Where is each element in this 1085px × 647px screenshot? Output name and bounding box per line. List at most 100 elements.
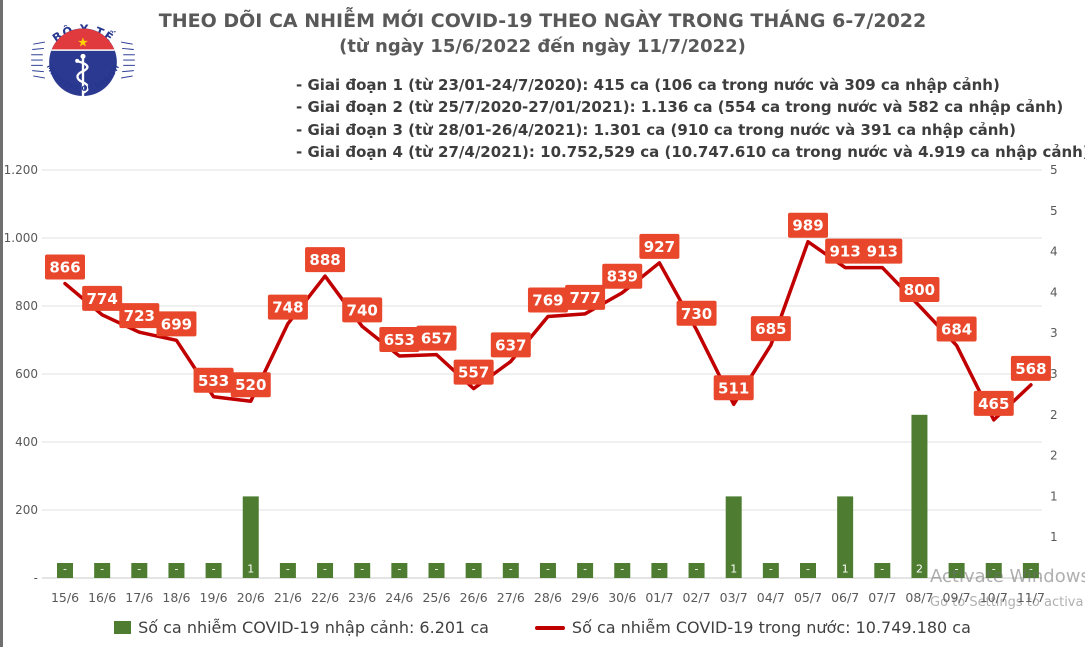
point-label: 913 — [829, 243, 860, 261]
point-label-box — [639, 233, 680, 259]
bar-label: - — [100, 563, 104, 576]
bar-label: - — [955, 563, 959, 576]
point-label: 774 — [86, 290, 117, 308]
bar — [502, 563, 519, 578]
bar-label: - — [695, 563, 699, 576]
point-label-box — [602, 263, 643, 289]
legend-imported-label: Số ca nhiễm COVID-19 nhập cảnh: 6.201 ca — [138, 618, 489, 637]
point-label: 839 — [607, 268, 638, 286]
point-label-box — [416, 325, 457, 351]
bar — [57, 563, 73, 578]
point-label-box — [230, 372, 271, 398]
point-label-box — [676, 300, 717, 326]
legend-bar-swatch-icon — [114, 621, 132, 634]
right-axis-tick: 4 — [1050, 245, 1058, 259]
bar-label: - — [63, 563, 67, 576]
x-axis-label: 04/7 — [757, 590, 785, 605]
x-axis-label: 01/7 — [645, 590, 673, 605]
bar-label: - — [583, 563, 587, 576]
x-axis-label: 30/6 — [608, 590, 636, 605]
point-label: 913 — [867, 243, 898, 261]
point-label: 748 — [272, 299, 303, 317]
bar — [874, 563, 891, 578]
bar — [391, 563, 408, 578]
stage-line-3: - Giai đoạn 3 (từ 28/01-26/4/2021): 1.30… — [296, 120, 1016, 139]
ministry-of-health-logo: BỘ Y TẾ ★ MINISTRY OF HEALTH — [31, 22, 135, 98]
chart-legend: Số ca nhiễm COVID-19 nhập cảnh: 6.201 ca… — [0, 618, 1085, 637]
x-axis-label: 22/6 — [311, 590, 339, 605]
x-axis-label: 03/7 — [720, 590, 748, 605]
x-axis-label: 27/6 — [497, 590, 525, 605]
bar — [317, 563, 334, 578]
bar-label: - — [397, 563, 401, 576]
x-axis-labels: 15/6 16/6 17/6 18/6 19/6 20/6 21/6 22/6 23/6 24/6… — [51, 590, 1045, 605]
bars-imported-cases: - - - - - 1 - - - - - - - - - - - - 1 - - 1 - 2 - - - — [57, 414, 1039, 578]
bar — [279, 563, 296, 578]
logo-side-lines-left — [31, 41, 46, 79]
point-labels: 866 774 723 699 533 520 748 888 740 653 657 557 637 7… — [45, 212, 1051, 416]
point-label-box — [973, 390, 1014, 416]
point-label: 866 — [49, 259, 80, 277]
point-label: 777 — [569, 289, 600, 307]
bar-label: - — [880, 563, 884, 576]
bar — [948, 563, 965, 578]
x-axis-label: 02/7 — [683, 590, 711, 605]
bar-label: - — [509, 563, 513, 576]
point-label-box — [379, 326, 420, 352]
right-axis-ticks: 5 5 4 4 3 3 2 2 1 1 — [1050, 163, 1058, 544]
point-label-box — [527, 287, 568, 313]
bar-label: 1 — [247, 563, 254, 576]
legend-item-imported: Số ca nhiễm COVID-19 nhập cảnh: 6.201 ca — [114, 618, 489, 637]
bar — [651, 563, 668, 578]
bar-label: - — [360, 563, 364, 576]
logo-caduceus-icon — [75, 53, 90, 98]
window-left-border — [0, 0, 3, 647]
bar-label: 1 — [730, 563, 737, 576]
bar-label: - — [174, 563, 178, 576]
point-label: 927 — [644, 238, 675, 256]
bar — [762, 563, 779, 578]
legend-line-swatch-icon — [534, 625, 565, 630]
point-label-box — [342, 297, 383, 323]
logo-red-band — [51, 28, 115, 51]
bar-label: - — [769, 563, 773, 576]
x-axis-label: 11/7 — [1017, 590, 1045, 605]
point-label-box — [788, 212, 828, 238]
x-axis-label: 26/6 — [460, 590, 488, 605]
bar-label: 2 — [916, 563, 923, 576]
page-subtitle: (từ ngày 15/6/2022 đến ngày 11/7/2022) — [339, 36, 746, 57]
point-label: 511 — [718, 379, 749, 397]
bar — [131, 563, 148, 578]
point-label-box — [305, 247, 346, 273]
point-label-box — [713, 375, 754, 401]
point-label-box — [750, 316, 791, 342]
left-axis-tick: 200 — [15, 503, 38, 517]
page-title: THEO DÕI CA NHIỄM MỚI COVID-19 THEO NGÀY… — [158, 10, 927, 32]
stage-line-2: - Giai đoạn 2 (từ 25/7/2020-27/01/2021):… — [296, 98, 1064, 117]
bar-label: 1 — [842, 563, 849, 576]
point-label: 989 — [792, 217, 823, 235]
right-axis-tick: 5 — [1050, 204, 1058, 218]
point-label: 685 — [755, 320, 786, 338]
x-axis-label: 05/7 — [794, 590, 822, 605]
x-axis-label: 08/7 — [905, 590, 933, 605]
x-axis-label: 16/6 — [88, 590, 116, 605]
x-axis-label: 20/6 — [237, 590, 265, 605]
bar-label: - — [472, 563, 476, 576]
bar-label: - — [435, 563, 439, 576]
left-axis-tick: 800 — [15, 299, 38, 313]
bar — [465, 563, 482, 578]
logo-band-divider — [51, 49, 115, 51]
point-label: 769 — [532, 292, 563, 310]
right-axis-tick: 3 — [1050, 367, 1058, 381]
bar-label: - — [620, 563, 624, 576]
point-label-box — [453, 359, 494, 385]
bar — [354, 563, 371, 578]
left-axis-tick: - — [34, 571, 38, 585]
x-axis-label: 28/6 — [534, 590, 562, 605]
x-axis-label: 17/6 — [125, 590, 153, 605]
bar — [94, 563, 111, 578]
point-label-box — [82, 285, 123, 311]
left-axis-tick: 400 — [15, 435, 38, 449]
